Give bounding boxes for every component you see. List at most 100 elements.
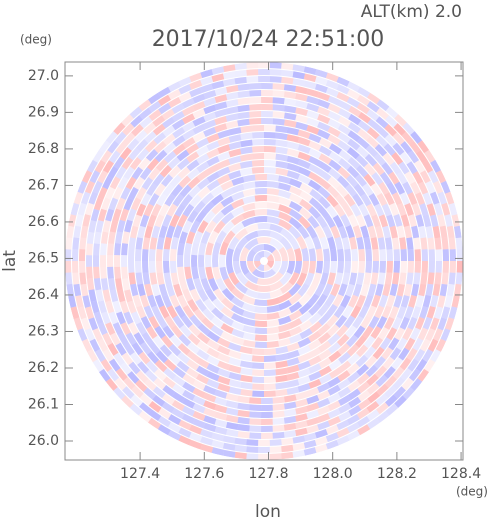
radar-echo <box>376 99 390 112</box>
radar-echo <box>107 266 114 279</box>
radar-echo <box>211 447 225 456</box>
radar-echo <box>347 352 361 366</box>
radar-echo <box>439 225 448 239</box>
radar-echo <box>355 214 366 228</box>
radar-echo <box>119 147 132 160</box>
radar-echo <box>156 248 163 261</box>
radar-echo <box>226 261 234 274</box>
radar-echo <box>308 355 322 367</box>
radar-echo <box>336 333 350 347</box>
radar-echo <box>128 147 141 161</box>
radar-echo <box>206 179 220 192</box>
radar-echo <box>299 198 313 211</box>
radar-echo <box>236 236 249 251</box>
radar-echo <box>80 225 89 239</box>
radar-echo <box>73 283 82 297</box>
radar-echo <box>295 420 308 429</box>
radar-echo <box>191 254 198 268</box>
radar-echo <box>278 299 292 311</box>
radar-echo <box>109 219 119 233</box>
y-tick-label: 26.3 <box>28 323 59 339</box>
radar-echo <box>107 342 119 356</box>
radar-echo <box>215 230 227 245</box>
radar-echo <box>437 317 447 331</box>
radar-echo <box>319 236 329 250</box>
radar-echo <box>400 295 410 308</box>
radar-echo <box>315 248 323 261</box>
radar-echo <box>140 193 152 207</box>
radar-echo <box>146 158 160 171</box>
radar-echo <box>258 62 270 69</box>
radar-echo <box>264 160 277 167</box>
radar-echo <box>278 211 292 223</box>
radar-echo <box>154 214 165 228</box>
radar-echo <box>286 372 300 381</box>
radar-echo <box>314 76 328 86</box>
radar-echo <box>148 341 161 355</box>
radar-echo <box>178 427 192 438</box>
radar-echo <box>214 115 228 126</box>
radar-echo <box>182 121 196 133</box>
radar-echo <box>402 122 415 136</box>
radar-echo <box>221 220 235 234</box>
radar-echo <box>317 405 331 416</box>
radar-echo <box>174 203 186 217</box>
radar-echo <box>228 155 242 165</box>
radar-echo <box>119 300 130 314</box>
radar-echo <box>162 325 175 339</box>
x-tick-label: 128.0 <box>313 466 353 482</box>
radar-echo <box>187 176 201 189</box>
radar-echo <box>252 390 264 397</box>
radar-echo <box>109 289 119 303</box>
radar-echo <box>266 253 274 261</box>
radar-echo <box>178 175 192 189</box>
radar-echo <box>295 107 308 117</box>
radar-echo <box>82 214 91 227</box>
radar-echo <box>258 55 270 61</box>
radar-echo <box>239 160 253 169</box>
radar-echo <box>93 231 102 244</box>
radar-echo <box>327 408 341 419</box>
radar-echo <box>242 339 256 348</box>
radar-echo <box>214 426 228 435</box>
radar-echo <box>177 266 185 280</box>
radar-echo <box>128 261 135 273</box>
radar-echo <box>278 307 292 318</box>
radar-echo <box>315 261 323 274</box>
radar-echo <box>286 349 300 360</box>
radar-echo <box>171 110 185 123</box>
radar-echo <box>258 68 270 76</box>
radar-echo <box>139 107 152 120</box>
radar-echo <box>244 271 259 284</box>
radar-echo <box>306 387 320 398</box>
radar-echo <box>278 196 292 207</box>
radar-echo <box>196 340 210 353</box>
radar-echo <box>404 337 416 351</box>
radar-echo <box>327 95 341 106</box>
radar-echo <box>272 431 285 439</box>
radar-echo <box>107 166 119 180</box>
radar-echo <box>356 145 370 159</box>
radar-echo <box>85 202 95 216</box>
radar-echo <box>164 193 176 207</box>
radar-echo <box>166 305 178 319</box>
radar-echo <box>297 368 311 378</box>
radar-echo <box>407 150 420 164</box>
radar-echo <box>137 361 150 374</box>
radar-echo <box>193 200 206 214</box>
radar-echo <box>429 317 440 331</box>
radar-echo <box>107 368 120 382</box>
radar-echo <box>317 91 331 102</box>
radar-echo <box>121 243 129 256</box>
radar-echo <box>170 236 179 250</box>
radar-echo <box>131 342 144 356</box>
radar-echo <box>351 248 358 261</box>
radar-echo <box>173 283 183 297</box>
radar-echo <box>244 238 259 251</box>
radar-echo <box>297 360 311 371</box>
radar-echo <box>240 381 253 390</box>
radar-echo <box>162 117 176 129</box>
radar-echo <box>223 230 236 245</box>
radar-echo <box>393 295 403 309</box>
